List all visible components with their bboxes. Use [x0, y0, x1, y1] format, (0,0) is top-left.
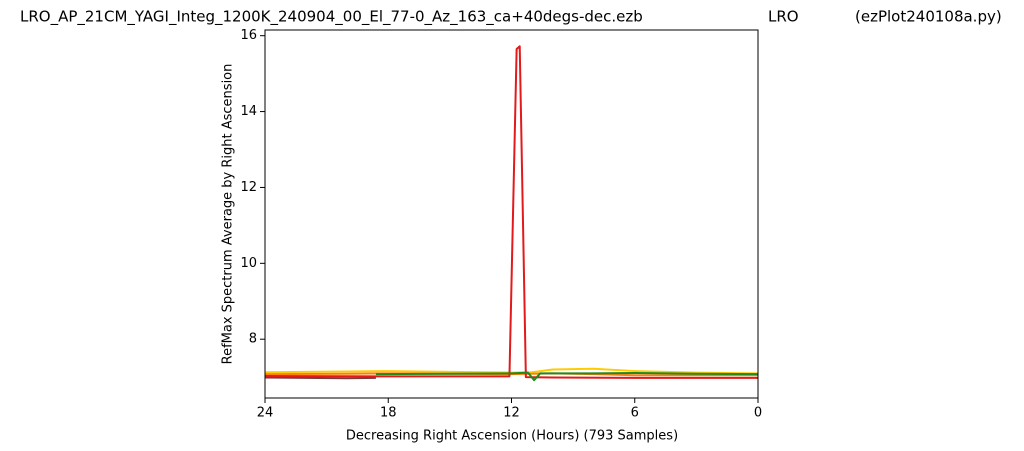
series-line	[264, 376, 376, 380]
y-tick-label: 10	[240, 256, 257, 271]
series-line	[264, 45, 758, 379]
x-tick-label: 0	[754, 406, 762, 421]
y-tick-label: 12	[240, 180, 257, 195]
x-tick-label: 24	[257, 406, 274, 421]
y-axis-label: RefMax Spectrum Average by Right Ascensi…	[221, 64, 236, 365]
y-tick-label: 16	[240, 28, 257, 43]
chart-title: (ezPlot240108a.py)	[855, 8, 1002, 26]
x-tick-label: 6	[631, 406, 639, 421]
y-tick-label: 8	[249, 332, 257, 347]
plot-frame	[264, 29, 759, 399]
series-line	[264, 367, 759, 375]
x-tick-label: 18	[380, 406, 397, 421]
x-tick-label: 12	[503, 406, 520, 421]
x-axis-label: Decreasing Right Ascension (Hours) (793 …	[346, 429, 678, 444]
chart-title: LRO	[768, 8, 799, 26]
chart-title: LRO_AP_21CM_YAGI_Integ_1200K_240904_00_E…	[20, 8, 643, 27]
series-line	[375, 371, 759, 382]
series-line	[264, 372, 758, 377]
y-tick-label: 14	[240, 104, 257, 119]
